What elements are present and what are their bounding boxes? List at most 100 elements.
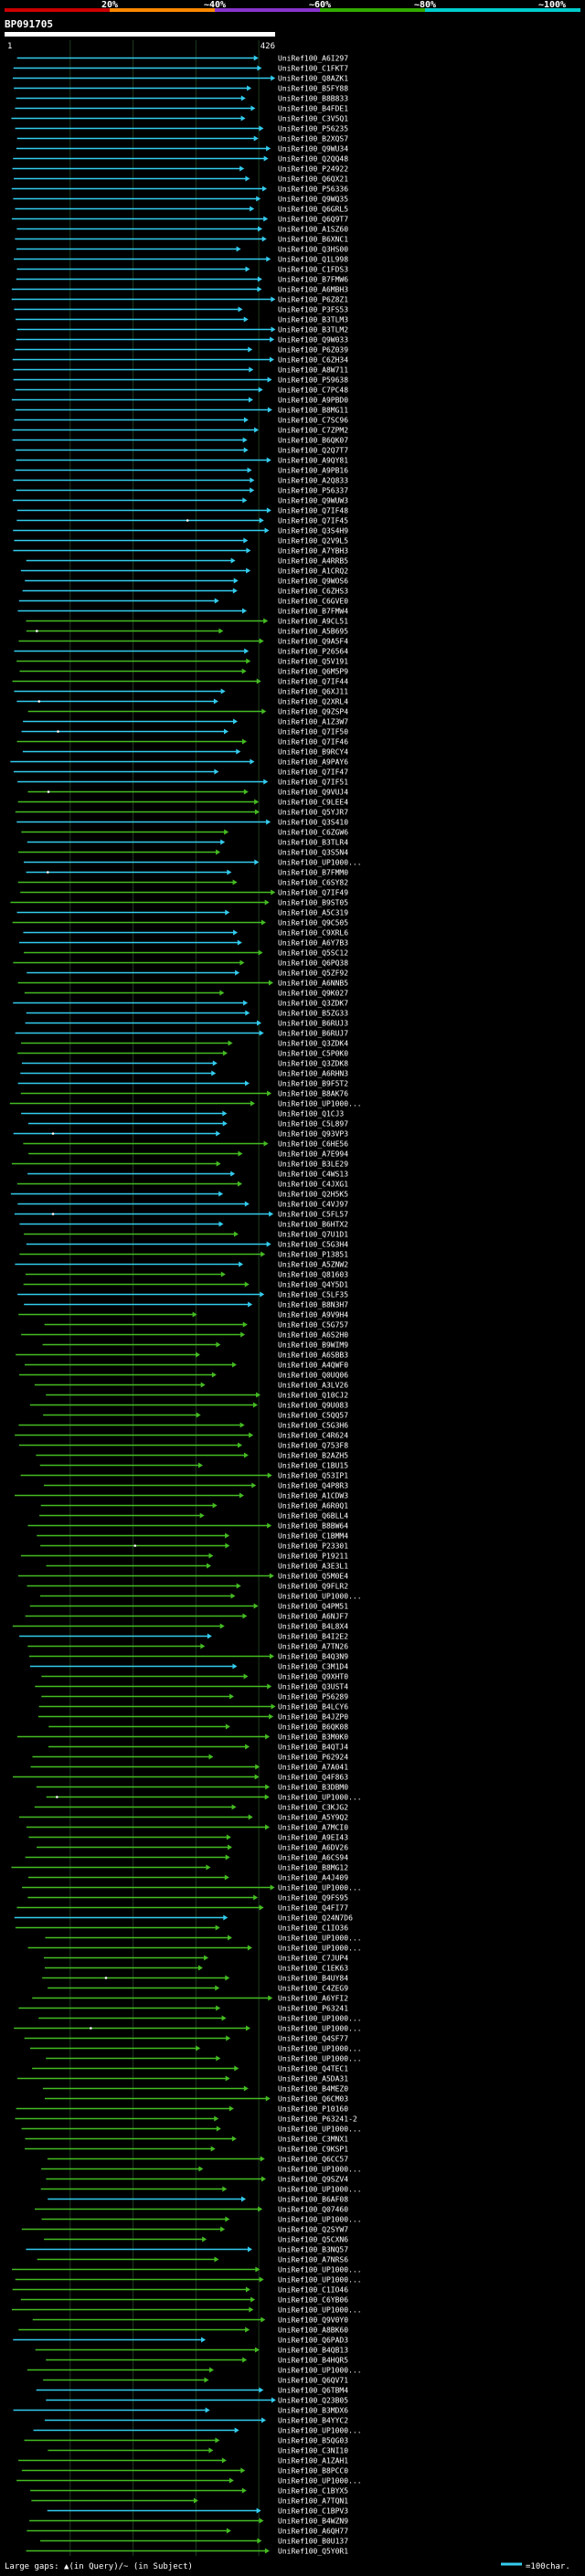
hit-label[interactable]: UniRef100_A6YFI2 (278, 1995, 348, 2003)
hit-label[interactable]: UniRef100_A9PBD0 (278, 397, 348, 405)
hit-label[interactable]: UniRef100_B5ZG33 (278, 1010, 348, 1018)
hit-label[interactable]: UniRef100_A6R0Q1 (278, 1502, 348, 1511)
hit-label[interactable]: UniRef100_B9ST05 (278, 899, 348, 907)
hit-label[interactable]: UniRef100_C4VJ97 (278, 1201, 348, 1209)
hit-label[interactable]: UniRef100_A5ZNW2 (278, 1261, 348, 1269)
hit-label[interactable]: UniRef100_Q9V0Y0 (278, 2316, 348, 2325)
hit-label[interactable]: UniRef100_C1BMM4 (278, 1532, 348, 1541)
hit-label[interactable]: UniRef100_B6QK08 (278, 1723, 348, 1732)
hit-label[interactable]: UniRef100_Q6XJ11 (278, 688, 348, 696)
hit-label[interactable]: UniRef100_B4FDE1 (278, 105, 348, 113)
hit-label[interactable]: UniRef100_C4WS13 (278, 1171, 348, 1179)
hit-label[interactable]: UniRef100_B3TLR4 (278, 839, 348, 847)
hit-label[interactable]: UniRef100_Q7IF51 (278, 779, 348, 787)
hit-label[interactable]: UniRef100_Q5V191 (278, 658, 348, 666)
hit-label[interactable]: UniRef100_Q9WQ35 (278, 196, 348, 204)
hit-label[interactable]: UniRef100_B4JZP0 (278, 1713, 348, 1722)
hit-label[interactable]: UniRef100_C7PC48 (278, 387, 348, 395)
hit-label[interactable]: UniRef100_Q1CJ3 (278, 1110, 344, 1118)
hit-label[interactable]: UniRef100_Q2Q7T7 (278, 447, 348, 455)
hit-label[interactable]: UniRef100_A7MCI0 (278, 1824, 348, 1832)
hit-label[interactable]: UniRef100_B4YYC2 (278, 2417, 348, 2425)
hit-label[interactable]: UniRef100_B9RCY4 (278, 748, 348, 757)
hit-label[interactable]: UniRef100_P56337 (278, 487, 348, 495)
hit-label[interactable]: UniRef100_C5FL57 (278, 1211, 348, 1219)
hit-label[interactable]: UniRef100_B7FMM0 (278, 869, 348, 877)
hit-label[interactable]: UniRef100_Q9K027 (278, 990, 348, 998)
hit-label[interactable]: UniRef100_C1BYX5 (278, 2487, 348, 2496)
hit-label[interactable]: UniRef100_B4QB13 (278, 2347, 348, 2355)
hit-label[interactable]: UniRef100_B3NQ57 (278, 2246, 348, 2254)
hit-label[interactable]: UniRef100_B5FY88 (278, 85, 348, 93)
hit-label[interactable]: UniRef100_A6S2H0 (278, 1331, 348, 1340)
hit-label[interactable]: UniRef100_B6AF08 (278, 2196, 348, 2204)
hit-label[interactable]: UniRef100_Q9VUJ4 (278, 789, 348, 797)
hit-label[interactable]: UniRef100_B8AK76 (278, 1090, 348, 1098)
hit-label[interactable]: UniRef100_A7NRS6 (278, 2256, 348, 2264)
hit-label[interactable]: UniRef100_B4QTJ4 (278, 1744, 348, 1752)
hit-label[interactable]: UniRef100_C6ZGW6 (278, 829, 348, 837)
hit-label[interactable]: UniRef100_B8N3H7 (278, 1301, 348, 1309)
hit-label[interactable]: UniRef100_Q9WOS6 (278, 578, 348, 586)
hit-label[interactable]: UniRef100_A1SZ60 (278, 226, 348, 234)
hit-label[interactable]: UniRef100_Q9U083 (278, 1402, 348, 1410)
hit-label[interactable]: UniRef100_P6Z039 (278, 346, 348, 355)
hit-label[interactable]: UniRef100_B4MEZ0 (278, 2085, 348, 2094)
hit-label[interactable]: UniRef100_C5QQ57 (278, 1412, 348, 1420)
hit-label[interactable]: UniRef100_UP1000... (278, 859, 362, 867)
hit-label[interactable]: UniRef100_A2Q833 (278, 477, 348, 485)
hit-label[interactable]: UniRef100_Q24N7D6 (278, 1914, 353, 1923)
hit-label[interactable]: UniRef100_Q10CJ2 (278, 1392, 348, 1400)
hit-label[interactable]: UniRef100_Q3S5N4 (278, 849, 348, 857)
hit-label[interactable]: UniRef100_Q7IF47 (278, 769, 348, 777)
hit-label[interactable]: UniRef100_Q23B05 (278, 2397, 348, 2405)
hit-label[interactable]: UniRef100_UP1000... (278, 2306, 362, 2315)
hit-label[interactable]: UniRef100_C7SC96 (278, 417, 348, 425)
hit-label[interactable]: UniRef100_UP1000... (278, 1100, 362, 1108)
hit-label[interactable]: UniRef100_B9F5T2 (278, 1080, 348, 1088)
hit-label[interactable]: UniRef100_A6RHN3 (278, 1070, 348, 1078)
hit-label[interactable]: UniRef100_A7YBH3 (278, 547, 348, 556)
hit-label[interactable]: UniRef100_A6NNB5 (278, 980, 348, 988)
hit-label[interactable]: UniRef100_B7FMW4 (278, 608, 348, 616)
hit-label[interactable]: UniRef100_A6QH77 (278, 2528, 348, 2536)
hit-label[interactable]: UniRef100_Q6TBM4 (278, 2387, 348, 2395)
hit-label[interactable]: UniRef100_P62924 (278, 1754, 348, 1762)
hit-label[interactable]: UniRef100_Q6PAD3 (278, 2337, 348, 2345)
hit-label[interactable]: UniRef100_A7E994 (278, 1150, 348, 1159)
hit-label[interactable]: UniRef100_Q7U1D1 (278, 1231, 348, 1239)
hit-label[interactable]: UniRef100_P26564 (278, 648, 348, 656)
hit-label[interactable]: UniRef100_Q9WU34 (278, 145, 348, 154)
hit-label[interactable]: UniRef100_UP1000... (278, 2367, 362, 2375)
hit-label[interactable]: UniRef100_B8PCC0 (278, 2467, 348, 2475)
hit-label[interactable]: UniRef100_A8W711 (278, 366, 348, 375)
hit-label[interactable]: UniRef100_P23301 (278, 1542, 348, 1551)
hit-label[interactable]: UniRef100_A6SBB3 (278, 1352, 348, 1360)
hit-label[interactable]: UniRef100_C9KSP1 (278, 2146, 348, 2154)
hit-label[interactable]: UniRef100_Q5M0E4 (278, 1573, 348, 1581)
hit-label[interactable]: UniRef100_B4HQR5 (278, 2357, 348, 2365)
hit-label[interactable]: UniRef100_B7FMW6 (278, 276, 348, 284)
hit-label[interactable]: UniRef100_B8B833 (278, 95, 348, 103)
hit-label[interactable]: UniRef100_Q6Q9T7 (278, 216, 348, 224)
hit-label[interactable]: UniRef100_P59638 (278, 376, 348, 385)
hit-label[interactable]: UniRef100_P63241-2 (278, 2115, 357, 2124)
hit-label[interactable]: UniRef100_Q9XHT0 (278, 1673, 348, 1681)
hit-label[interactable]: UniRef100_Q4FI77 (278, 1904, 348, 1913)
hit-label[interactable]: UniRef100_P19211 (278, 1553, 348, 1561)
hit-label[interactable]: UniRef100_Q6GRL5 (278, 206, 348, 214)
hit-label[interactable]: UniRef100_UP1000... (278, 2186, 362, 2194)
hit-label[interactable]: UniRef100_A6NJF7 (278, 1613, 348, 1621)
hit-label[interactable]: UniRef100_Q2SYW7 (278, 2226, 348, 2234)
hit-label[interactable]: UniRef100_B8MG11 (278, 407, 348, 415)
hit-label[interactable]: UniRef100_Q3UST4 (278, 1683, 348, 1691)
hit-label[interactable]: UniRef100_Q9FLR2 (278, 1583, 348, 1591)
hit-label[interactable]: UniRef100_UP1000... (278, 1794, 362, 1802)
hit-label[interactable]: UniRef100_Q7IF49 (278, 889, 348, 897)
hit-label[interactable]: UniRef100_Q3ZDK7 (278, 1000, 348, 1008)
hit-label[interactable]: UniRef100_C9XRL6 (278, 929, 348, 938)
hit-label[interactable]: UniRef100_A3LV26 (278, 1382, 348, 1390)
hit-label[interactable]: UniRef100_UP1000... (278, 2045, 362, 2053)
hit-label[interactable]: UniRef100_Q5Y0R1 (278, 2548, 348, 2556)
hit-label[interactable]: UniRef100_P13851 (278, 1251, 348, 1259)
